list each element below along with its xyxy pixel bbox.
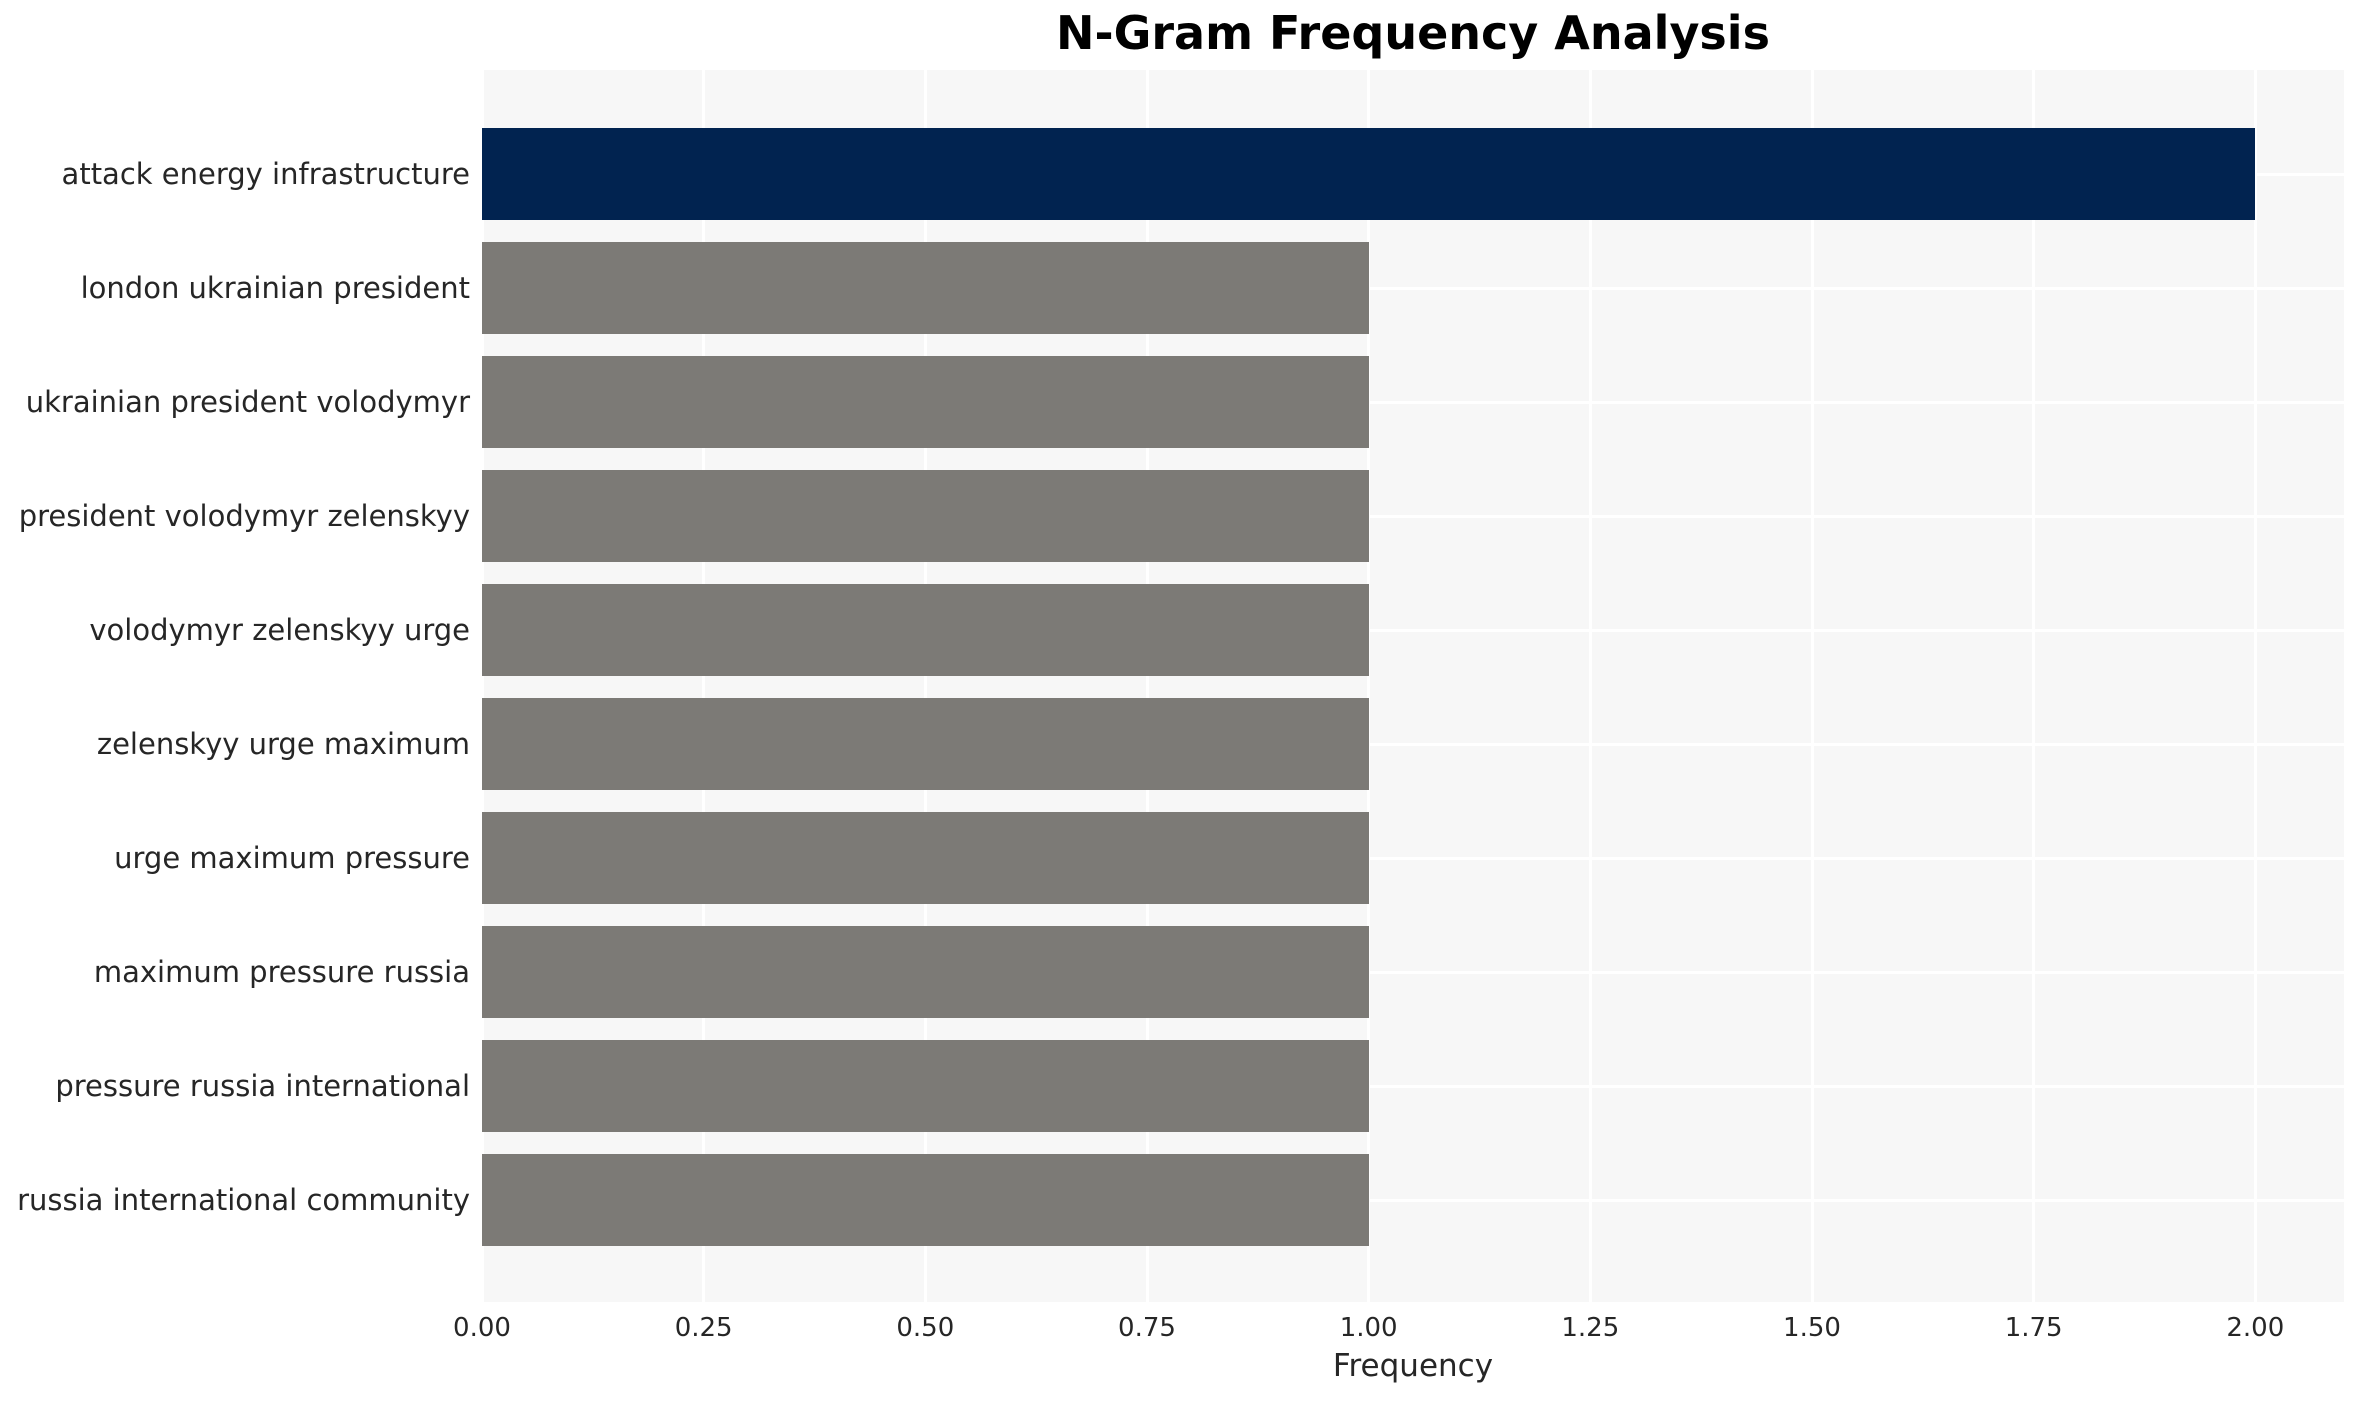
bar-urge-maximum-pressure <box>482 812 1369 904</box>
y-gridline <box>482 514 2344 518</box>
bar-ukrainian-president-volodymyr <box>482 356 1369 448</box>
x-tick-label: 0.25 <box>674 1313 733 1343</box>
x-tick-label: 2.00 <box>2226 1313 2285 1343</box>
y-gridline <box>482 856 2344 860</box>
x-gridline <box>1588 70 1592 1302</box>
x-gridline <box>923 70 927 1302</box>
x-tick-label: 1.75 <box>2004 1313 2063 1343</box>
y-gridline <box>482 286 2344 290</box>
x-gridline <box>1810 70 1814 1302</box>
bar-zelenskyy-urge-maximum <box>482 698 1369 790</box>
bar-russia-international-community <box>482 1154 1369 1246</box>
y-tick-label: zelenskyy urge maximum <box>96 727 470 761</box>
x-tick-label: 1.25 <box>1561 1313 1620 1343</box>
x-axis-title: Frequency <box>1332 1348 1494 1384</box>
y-tick-label: maximum pressure russia <box>93 955 470 989</box>
y-tick-label: urge maximum pressure <box>114 841 470 875</box>
y-gridline <box>482 1084 2344 1088</box>
y-tick-label: london ukrainian president <box>80 271 470 305</box>
plot-area <box>480 70 2344 1302</box>
y-tick-label: ukrainian president volodymyr <box>25 385 470 419</box>
bar-volodymyr-zelenskyy-urge <box>482 584 1369 676</box>
y-tick-label: volodymyr zelenskyy urge <box>89 613 470 647</box>
x-gridline <box>480 70 484 1302</box>
bar-pressure-russia-international <box>482 1040 1369 1132</box>
bar-london-ukrainian-president <box>482 242 1369 334</box>
y-gridline <box>482 970 2344 974</box>
y-gridline <box>482 400 2344 404</box>
x-tick-label: 0.00 <box>453 1313 511 1343</box>
y-tick-label: president volodymyr zelenskyy <box>18 499 470 533</box>
chart-title: N-Gram Frequency Analysis <box>1056 6 1770 60</box>
x-gridline <box>1367 70 1371 1302</box>
y-tick-label: attack energy infrastructure <box>61 157 470 191</box>
bar-maximum-pressure-russia <box>482 926 1369 1018</box>
y-tick-label: pressure russia international <box>55 1069 470 1103</box>
x-gridline <box>2032 70 2036 1302</box>
y-tick-label: russia international community <box>17 1183 470 1217</box>
x-tick-label: 1.00 <box>1339 1313 1398 1343</box>
x-tick-label: 0.75 <box>1118 1313 1176 1343</box>
bar-president-volodymyr-zelenskyy <box>482 470 1369 562</box>
x-gridline <box>2253 70 2257 1302</box>
y-gridline <box>482 742 2344 746</box>
bar-attack-energy-infrastructure <box>482 128 2256 220</box>
x-gridline <box>1145 70 1149 1302</box>
y-gridline <box>482 628 2344 632</box>
x-tick-label: 1.50 <box>1783 1313 1841 1343</box>
x-gridline <box>702 70 706 1302</box>
x-tick-label: 0.50 <box>896 1313 955 1343</box>
y-gridline <box>482 1198 2344 1202</box>
